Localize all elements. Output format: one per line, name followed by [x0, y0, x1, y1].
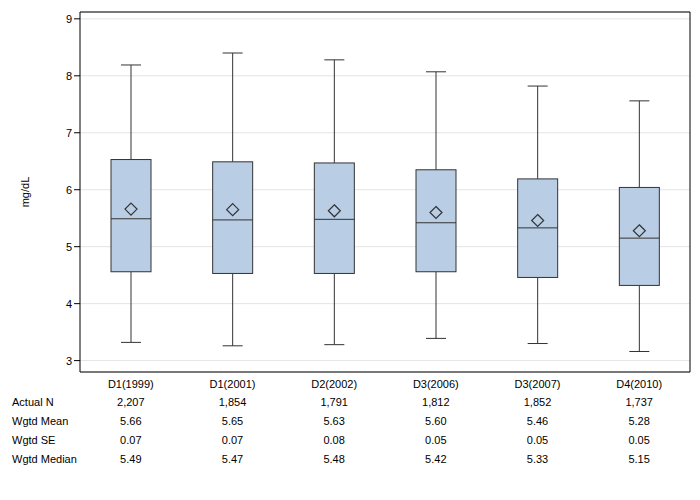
html-text:0.07: 0.07: [221, 434, 244, 446]
html-text:Wgtd Mean: Wgtd Mean: [12, 415, 69, 427]
html-text:5.65: 5.65: [221, 415, 244, 427]
html-text:1,812: 1,812: [422, 396, 450, 408]
html-text:0.05: 0.05: [628, 434, 650, 446]
html-text:1,854: 1,854: [218, 396, 247, 408]
html-text:0.05: 0.05: [425, 434, 447, 446]
html-text:5.63: 5.63: [323, 415, 345, 427]
html-text:5.47: 5.47: [221, 453, 244, 465]
svg-text:8: 8: [66, 70, 72, 82]
html-text:0.07: 0.07: [120, 434, 142, 446]
html-text:5.46: 5.46: [526, 415, 549, 427]
svg-text:4: 4: [66, 298, 72, 310]
svg-text:6: 6: [66, 184, 72, 196]
svg-text:3: 3: [66, 355, 72, 367]
html-text:5.33: 5.33: [526, 453, 549, 465]
svg-text:D3(2007): D3(2007): [515, 378, 561, 390]
svg-text:D3(2006): D3(2006): [413, 378, 459, 390]
html-text:Wgtd Median: Wgtd Median: [12, 453, 77, 465]
svg-text:D4(2010): D4(2010): [616, 378, 662, 390]
html-text:Wgtd SE: Wgtd SE: [12, 434, 56, 446]
svg-text:9: 9: [66, 13, 72, 25]
html-text:5.15: 5.15: [628, 453, 650, 465]
html-text:5.49: 5.49: [120, 453, 142, 465]
html-text:5.48: 5.48: [323, 453, 345, 465]
html-text:0.05: 0.05: [526, 434, 549, 446]
html-text:5.28: 5.28: [628, 415, 650, 427]
html-text:5.42: 5.42: [425, 453, 447, 465]
html-text:1,737: 1,737: [625, 396, 653, 408]
html-text:5.60: 5.60: [425, 415, 447, 427]
svg-text:7: 7: [66, 127, 72, 139]
html-text:1,791: 1,791: [320, 396, 348, 408]
svg-text:mg/dL: mg/dL: [19, 177, 31, 208]
html-text:2,207: 2,207: [117, 396, 145, 408]
html-text:1,852: 1,852: [523, 396, 552, 408]
html-text:0.08: 0.08: [323, 434, 345, 446]
html-text:Actual N: Actual N: [12, 396, 54, 408]
svg-text:D2(2002): D2(2002): [311, 378, 357, 390]
svg-text:5: 5: [66, 241, 72, 253]
html-text:5.66: 5.66: [120, 415, 142, 427]
svg-text:D1(2001): D1(2001): [210, 378, 256, 390]
svg-text:D1(1999): D1(1999): [108, 378, 154, 390]
